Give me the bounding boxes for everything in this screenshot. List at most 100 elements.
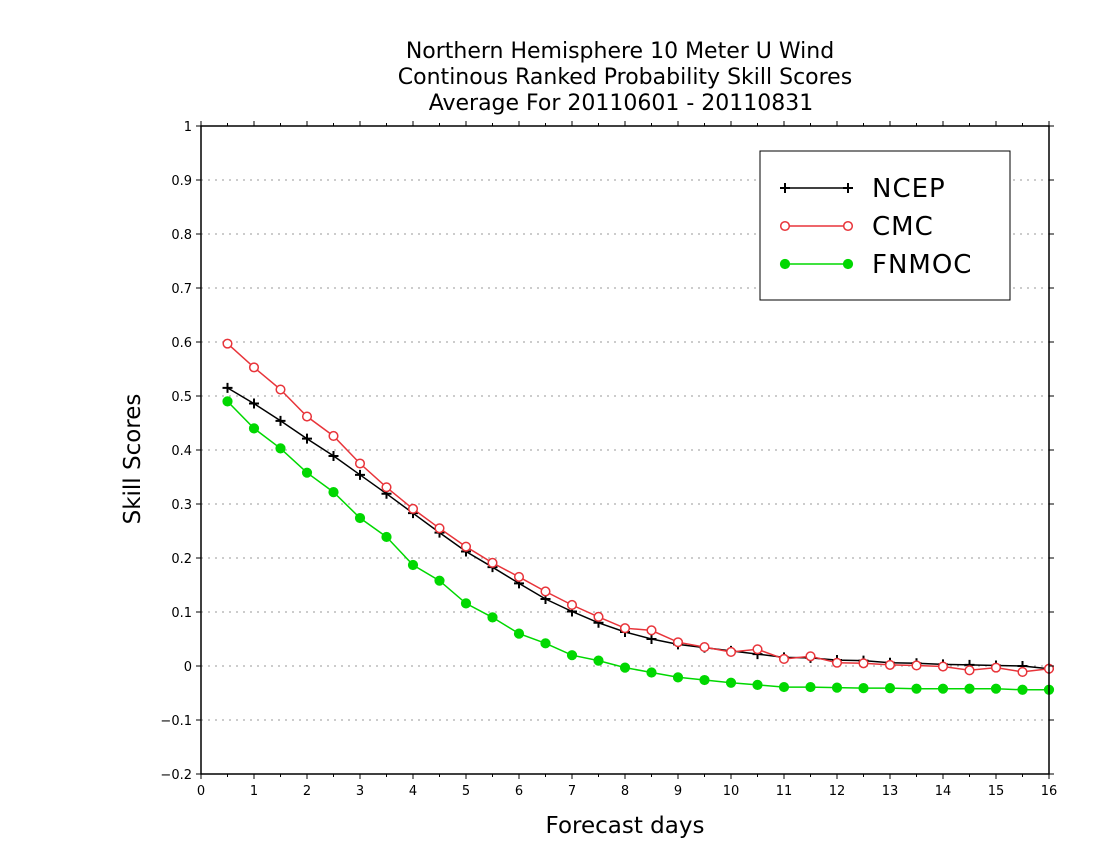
data-point-cmc [619,623,631,634]
data-point-ncep [302,433,312,444]
x-tick-label: 12 [829,784,846,799]
legend-marker-ncep [843,183,853,193]
x-tick-label: 10 [723,784,740,799]
data-point-fnmoc [434,575,445,586]
legend-marker-fnmoc [842,258,854,270]
data-point-cmc [434,523,445,534]
data-point-cmc [884,659,896,670]
data-point-ncep [355,469,365,480]
data-point-fnmoc [831,682,843,693]
data-point-ncep [222,382,233,393]
data-point-cmc [964,665,975,676]
legend-label-ncep: NCEP [872,174,946,204]
series-fnmoc [222,396,1055,695]
data-point-cmc [1017,666,1028,677]
data-point-cmc [328,430,339,442]
y-tick-label: −0.2 [160,768,192,783]
data-point-fnmoc [884,683,896,694]
x-tick-label: 6 [515,784,523,799]
data-point-fnmoc [990,683,1002,694]
data-point-fnmoc [407,559,419,571]
data-point-fnmoc [646,667,657,678]
data-point-ncep [328,450,339,461]
data-point-cmc [381,482,392,493]
x-tick-label: 14 [935,784,952,799]
data-point-fnmoc [699,674,710,686]
data-point-fnmoc [725,677,737,688]
data-point-cmc [805,651,816,662]
chart-title-line-2: Continous Ranked Probability Skill Score… [398,65,852,90]
data-point-cmc [831,657,843,668]
data-point-fnmoc [1017,684,1028,695]
data-point-fnmoc [672,672,684,683]
legend-marker-cmc [842,220,854,232]
data-point-cmc [937,661,949,672]
data-point-fnmoc [911,683,922,694]
x-tick-label: 7 [568,784,576,799]
data-point-fnmoc [858,683,869,694]
x-tick-label: 16 [1041,784,1058,799]
legend-marker-ncep [780,183,790,193]
y-tick-label: 0.5 [171,390,192,405]
data-point-fnmoc [540,638,551,649]
y-tick-label: −0.1 [160,714,192,729]
chart-title-line-1: Northern Hemisphere 10 Meter U Wind [406,39,834,64]
x-tick-label: 2 [303,784,311,799]
data-point-cmc [990,662,1002,673]
y-tick-label: 0.6 [171,336,192,351]
data-point-cmc [911,660,922,671]
data-point-fnmoc [248,423,260,434]
y-tick-label: 0.1 [171,606,192,621]
data-point-cmc [487,557,498,568]
y-tick-label: 0.4 [171,444,192,459]
data-point-cmc [222,338,233,349]
data-point-cmc [725,646,737,658]
x-tick-label: 1 [250,784,258,799]
data-point-fnmoc [619,662,631,673]
legend-entry-ncep: NCEP [780,174,946,204]
y-tick-label: 0.3 [171,498,192,513]
x-tick-label: 15 [988,784,1005,799]
series-layer [222,338,1055,695]
x-tick-label: 3 [356,784,364,799]
data-point-fnmoc [328,487,339,498]
legend-marker-cmc [779,220,791,232]
legend-label-fnmoc: FNMOC [872,250,972,280]
gridlines [201,179,1049,721]
data-point-ncep [275,415,286,426]
series-line-cmc [226,343,1050,673]
data-point-fnmoc [275,443,286,454]
x-tick-label: 13 [882,784,899,799]
x-tick-label: 11 [776,784,793,799]
series-line-fnmoc [226,400,1049,691]
data-point-cmc [593,611,604,622]
data-point-cmc [752,644,763,655]
y-axis: −0.2 −0.1 0 0.1 0.2 0.3 0.4 0.5 0.6 0.7 0.8 0.9 1 [160,120,1054,783]
data-point-fnmoc [593,655,604,666]
y-tick-label: 0 [184,660,192,675]
data-point-fnmoc [566,650,578,661]
series-line-ncep [227,387,1050,670]
data-point-cmc [354,458,366,469]
chart-title-line-3: Average For 20110601 - 20110831 [429,91,814,116]
chart-title: Northern Hemisphere 10 Meter U Wind Cont… [398,39,852,116]
data-point-cmc [858,658,869,669]
y-tick-label: 0.2 [171,552,192,567]
data-point-fnmoc [301,467,313,478]
data-point-cmc [248,362,260,373]
x-tick-label: 5 [462,784,470,799]
x-tick-label: 4 [409,784,417,799]
legend-marker-fnmoc [779,258,791,270]
data-point-cmc [540,586,551,597]
data-point-cmc [301,411,313,422]
y-tick-label: 1 [184,120,192,135]
data-point-ncep [646,634,657,644]
x-tick-label: 8 [621,784,629,799]
data-point-cmc [566,599,578,611]
x-tick-label: 9 [674,784,682,799]
legend-entry-fnmoc: FNMOC [779,250,972,280]
data-point-cmc [646,625,657,636]
data-point-fnmoc [964,683,975,694]
data-point-cmc [407,503,419,514]
data-point-fnmoc [778,681,790,693]
